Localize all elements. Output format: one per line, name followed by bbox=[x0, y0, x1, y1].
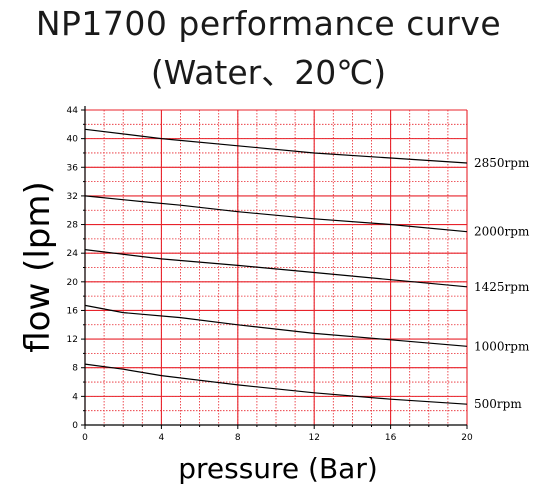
y-tick-label: 16 bbox=[67, 306, 79, 316]
y-tick-label: 36 bbox=[67, 163, 79, 173]
y-tick-label: 8 bbox=[72, 364, 78, 374]
x-tick-label: 20 bbox=[461, 433, 473, 443]
x-axis-label: pressure (Bar) bbox=[178, 452, 378, 485]
y-tick-label: 28 bbox=[67, 221, 79, 231]
y-tick-label: 32 bbox=[67, 192, 78, 202]
grid bbox=[84, 109, 468, 426]
series-line-1425rpm bbox=[84, 249, 468, 288]
x-tick-label: 0 bbox=[82, 433, 88, 443]
x-tick-label: 16 bbox=[385, 433, 397, 443]
series-line-1000rpm bbox=[84, 304, 468, 347]
series: 2850rpm 2000rpm 1425rpm 1000rpm 500rpm bbox=[84, 128, 530, 411]
y-tick-label: 4 bbox=[72, 392, 78, 402]
y-tick-label: 40 bbox=[67, 135, 79, 145]
y-tick-label: 12 bbox=[67, 335, 78, 345]
series-line-2850rpm bbox=[84, 128, 468, 164]
series-label-2850rpm: 2850rpm bbox=[474, 156, 530, 170]
chart-title: NP1700 performance curve bbox=[35, 4, 502, 43]
x-tick-label: 4 bbox=[159, 433, 165, 443]
series-label-1000rpm: 1000rpm bbox=[474, 339, 530, 353]
series-label-1425rpm: 1425rpm bbox=[474, 280, 530, 294]
x-tick-label: 12 bbox=[308, 433, 319, 443]
y-tick-label: 44 bbox=[67, 106, 79, 116]
series-line-2000rpm bbox=[84, 195, 468, 233]
y-tick-label: 20 bbox=[67, 278, 79, 288]
series-label-2000rpm: 2000rpm bbox=[474, 225, 530, 239]
y-tick-label: 24 bbox=[67, 249, 79, 259]
y-tick-label: 0 bbox=[72, 421, 78, 431]
x-tick-label: 8 bbox=[235, 433, 241, 443]
series-label-500rpm: 500rpm bbox=[474, 397, 522, 411]
chart-subtitle: (Water、20℃) bbox=[150, 53, 387, 92]
ticks: 0 4 8 12 16 20 0 4 8 12 16 20 24 28 32 36 40 44 bbox=[67, 106, 473, 443]
series-line-500rpm bbox=[84, 363, 468, 405]
